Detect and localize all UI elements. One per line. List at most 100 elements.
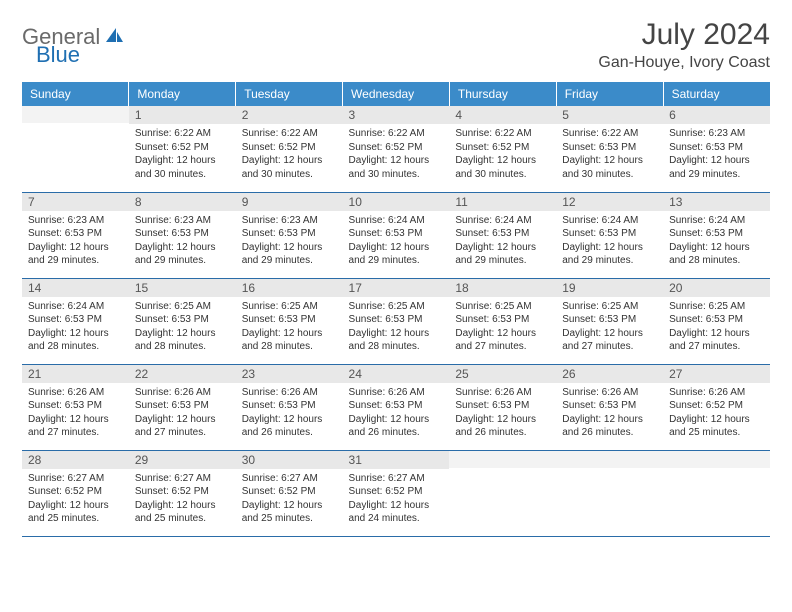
calendar-day-cell: 1Sunrise: 6:22 AMSunset: 6:52 PMDaylight… <box>129 106 236 192</box>
day-number: 31 <box>343 451 450 469</box>
day-number: 19 <box>556 279 663 297</box>
calendar-day-cell: 13Sunrise: 6:24 AMSunset: 6:53 PMDayligh… <box>663 192 770 278</box>
calendar-day-cell <box>663 450 770 536</box>
weekday-header: Tuesday <box>236 82 343 106</box>
weekday-header: Thursday <box>449 82 556 106</box>
day-details: Sunrise: 6:26 AMSunset: 6:53 PMDaylight:… <box>129 383 236 444</box>
weekday-header: Monday <box>129 82 236 106</box>
day-details: Sunrise: 6:27 AMSunset: 6:52 PMDaylight:… <box>343 469 450 530</box>
calendar-day-cell: 26Sunrise: 6:26 AMSunset: 6:53 PMDayligh… <box>556 364 663 450</box>
calendar-day-cell: 14Sunrise: 6:24 AMSunset: 6:53 PMDayligh… <box>22 278 129 364</box>
day-details: Sunrise: 6:22 AMSunset: 6:52 PMDaylight:… <box>129 124 236 185</box>
day-number: 2 <box>236 106 343 124</box>
weekday-header-row: Sunday Monday Tuesday Wednesday Thursday… <box>22 82 770 106</box>
day-number: 8 <box>129 193 236 211</box>
day-number: 4 <box>449 106 556 124</box>
day-number: 24 <box>343 365 450 383</box>
calendar-week-row: 28Sunrise: 6:27 AMSunset: 6:52 PMDayligh… <box>22 450 770 536</box>
calendar-day-cell: 29Sunrise: 6:27 AMSunset: 6:52 PMDayligh… <box>129 450 236 536</box>
day-number: 27 <box>663 365 770 383</box>
calendar-day-cell: 21Sunrise: 6:26 AMSunset: 6:53 PMDayligh… <box>22 364 129 450</box>
weekday-header: Friday <box>556 82 663 106</box>
calendar-week-row: 1Sunrise: 6:22 AMSunset: 6:52 PMDaylight… <box>22 106 770 192</box>
calendar-day-cell: 28Sunrise: 6:27 AMSunset: 6:52 PMDayligh… <box>22 450 129 536</box>
calendar-day-cell: 5Sunrise: 6:22 AMSunset: 6:53 PMDaylight… <box>556 106 663 192</box>
day-number <box>449 451 556 468</box>
day-details: Sunrise: 6:22 AMSunset: 6:53 PMDaylight:… <box>556 124 663 185</box>
day-number: 7 <box>22 193 129 211</box>
calendar-day-cell: 20Sunrise: 6:25 AMSunset: 6:53 PMDayligh… <box>663 278 770 364</box>
day-number: 21 <box>22 365 129 383</box>
day-details: Sunrise: 6:26 AMSunset: 6:52 PMDaylight:… <box>663 383 770 444</box>
day-details: Sunrise: 6:27 AMSunset: 6:52 PMDaylight:… <box>22 469 129 530</box>
calendar-day-cell <box>556 450 663 536</box>
day-number: 12 <box>556 193 663 211</box>
day-details: Sunrise: 6:25 AMSunset: 6:53 PMDaylight:… <box>236 297 343 358</box>
day-details: Sunrise: 6:23 AMSunset: 6:53 PMDaylight:… <box>663 124 770 185</box>
calendar-day-cell: 9Sunrise: 6:23 AMSunset: 6:53 PMDaylight… <box>236 192 343 278</box>
calendar-day-cell: 16Sunrise: 6:25 AMSunset: 6:53 PMDayligh… <box>236 278 343 364</box>
calendar-day-cell: 19Sunrise: 6:25 AMSunset: 6:53 PMDayligh… <box>556 278 663 364</box>
day-number: 1 <box>129 106 236 124</box>
day-number: 20 <box>663 279 770 297</box>
day-details: Sunrise: 6:27 AMSunset: 6:52 PMDaylight:… <box>129 469 236 530</box>
day-details: Sunrise: 6:23 AMSunset: 6:53 PMDaylight:… <box>22 211 129 272</box>
calendar-day-cell: 3Sunrise: 6:22 AMSunset: 6:52 PMDaylight… <box>343 106 450 192</box>
calendar-body: 1Sunrise: 6:22 AMSunset: 6:52 PMDaylight… <box>22 106 770 536</box>
day-details: Sunrise: 6:26 AMSunset: 6:53 PMDaylight:… <box>449 383 556 444</box>
calendar-week-row: 21Sunrise: 6:26 AMSunset: 6:53 PMDayligh… <box>22 364 770 450</box>
calendar-day-cell: 25Sunrise: 6:26 AMSunset: 6:53 PMDayligh… <box>449 364 556 450</box>
day-details: Sunrise: 6:24 AMSunset: 6:53 PMDaylight:… <box>343 211 450 272</box>
calendar-day-cell: 31Sunrise: 6:27 AMSunset: 6:52 PMDayligh… <box>343 450 450 536</box>
day-details: Sunrise: 6:23 AMSunset: 6:53 PMDaylight:… <box>236 211 343 272</box>
calendar-day-cell: 22Sunrise: 6:26 AMSunset: 6:53 PMDayligh… <box>129 364 236 450</box>
calendar-day-cell: 15Sunrise: 6:25 AMSunset: 6:53 PMDayligh… <box>129 278 236 364</box>
day-number: 11 <box>449 193 556 211</box>
day-details: Sunrise: 6:26 AMSunset: 6:53 PMDaylight:… <box>556 383 663 444</box>
day-number: 9 <box>236 193 343 211</box>
weekday-header: Saturday <box>663 82 770 106</box>
calendar-week-row: 7Sunrise: 6:23 AMSunset: 6:53 PMDaylight… <box>22 192 770 278</box>
day-number: 5 <box>556 106 663 124</box>
calendar-table: Sunday Monday Tuesday Wednesday Thursday… <box>22 82 770 537</box>
location-label: Gan-Houye, Ivory Coast <box>598 54 770 72</box>
brand-sail-icon <box>104 26 124 49</box>
calendar-week-row: 14Sunrise: 6:24 AMSunset: 6:53 PMDayligh… <box>22 278 770 364</box>
day-details: Sunrise: 6:25 AMSunset: 6:53 PMDaylight:… <box>449 297 556 358</box>
calendar-day-cell: 10Sunrise: 6:24 AMSunset: 6:53 PMDayligh… <box>343 192 450 278</box>
day-number: 23 <box>236 365 343 383</box>
day-number <box>663 451 770 468</box>
day-details: Sunrise: 6:25 AMSunset: 6:53 PMDaylight:… <box>343 297 450 358</box>
calendar-day-cell: 18Sunrise: 6:25 AMSunset: 6:53 PMDayligh… <box>449 278 556 364</box>
day-number: 26 <box>556 365 663 383</box>
calendar-day-cell: 6Sunrise: 6:23 AMSunset: 6:53 PMDaylight… <box>663 106 770 192</box>
day-details: Sunrise: 6:22 AMSunset: 6:52 PMDaylight:… <box>449 124 556 185</box>
calendar-day-cell: 12Sunrise: 6:24 AMSunset: 6:53 PMDayligh… <box>556 192 663 278</box>
calendar-day-cell: 30Sunrise: 6:27 AMSunset: 6:52 PMDayligh… <box>236 450 343 536</box>
day-number: 16 <box>236 279 343 297</box>
day-details: Sunrise: 6:25 AMSunset: 6:53 PMDaylight:… <box>663 297 770 358</box>
calendar-day-cell: 2Sunrise: 6:22 AMSunset: 6:52 PMDaylight… <box>236 106 343 192</box>
day-number: 14 <box>22 279 129 297</box>
day-details: Sunrise: 6:26 AMSunset: 6:53 PMDaylight:… <box>236 383 343 444</box>
day-details: Sunrise: 6:24 AMSunset: 6:53 PMDaylight:… <box>663 211 770 272</box>
day-details: Sunrise: 6:22 AMSunset: 6:52 PMDaylight:… <box>236 124 343 185</box>
day-number: 15 <box>129 279 236 297</box>
calendar-day-cell: 11Sunrise: 6:24 AMSunset: 6:53 PMDayligh… <box>449 192 556 278</box>
calendar-day-cell: 17Sunrise: 6:25 AMSunset: 6:53 PMDayligh… <box>343 278 450 364</box>
month-title: July 2024 <box>598 18 770 52</box>
calendar-day-cell: 7Sunrise: 6:23 AMSunset: 6:53 PMDaylight… <box>22 192 129 278</box>
day-details: Sunrise: 6:24 AMSunset: 6:53 PMDaylight:… <box>22 297 129 358</box>
day-details: Sunrise: 6:27 AMSunset: 6:52 PMDaylight:… <box>236 469 343 530</box>
day-details: Sunrise: 6:22 AMSunset: 6:52 PMDaylight:… <box>343 124 450 185</box>
day-details: Sunrise: 6:25 AMSunset: 6:53 PMDaylight:… <box>556 297 663 358</box>
day-number: 30 <box>236 451 343 469</box>
day-number <box>556 451 663 468</box>
calendar-day-cell: 8Sunrise: 6:23 AMSunset: 6:53 PMDaylight… <box>129 192 236 278</box>
weekday-header: Sunday <box>22 82 129 106</box>
day-details: Sunrise: 6:26 AMSunset: 6:53 PMDaylight:… <box>343 383 450 444</box>
day-number: 13 <box>663 193 770 211</box>
brand-part2: Blue <box>36 42 80 68</box>
calendar-day-cell: 23Sunrise: 6:26 AMSunset: 6:53 PMDayligh… <box>236 364 343 450</box>
day-number: 6 <box>663 106 770 124</box>
